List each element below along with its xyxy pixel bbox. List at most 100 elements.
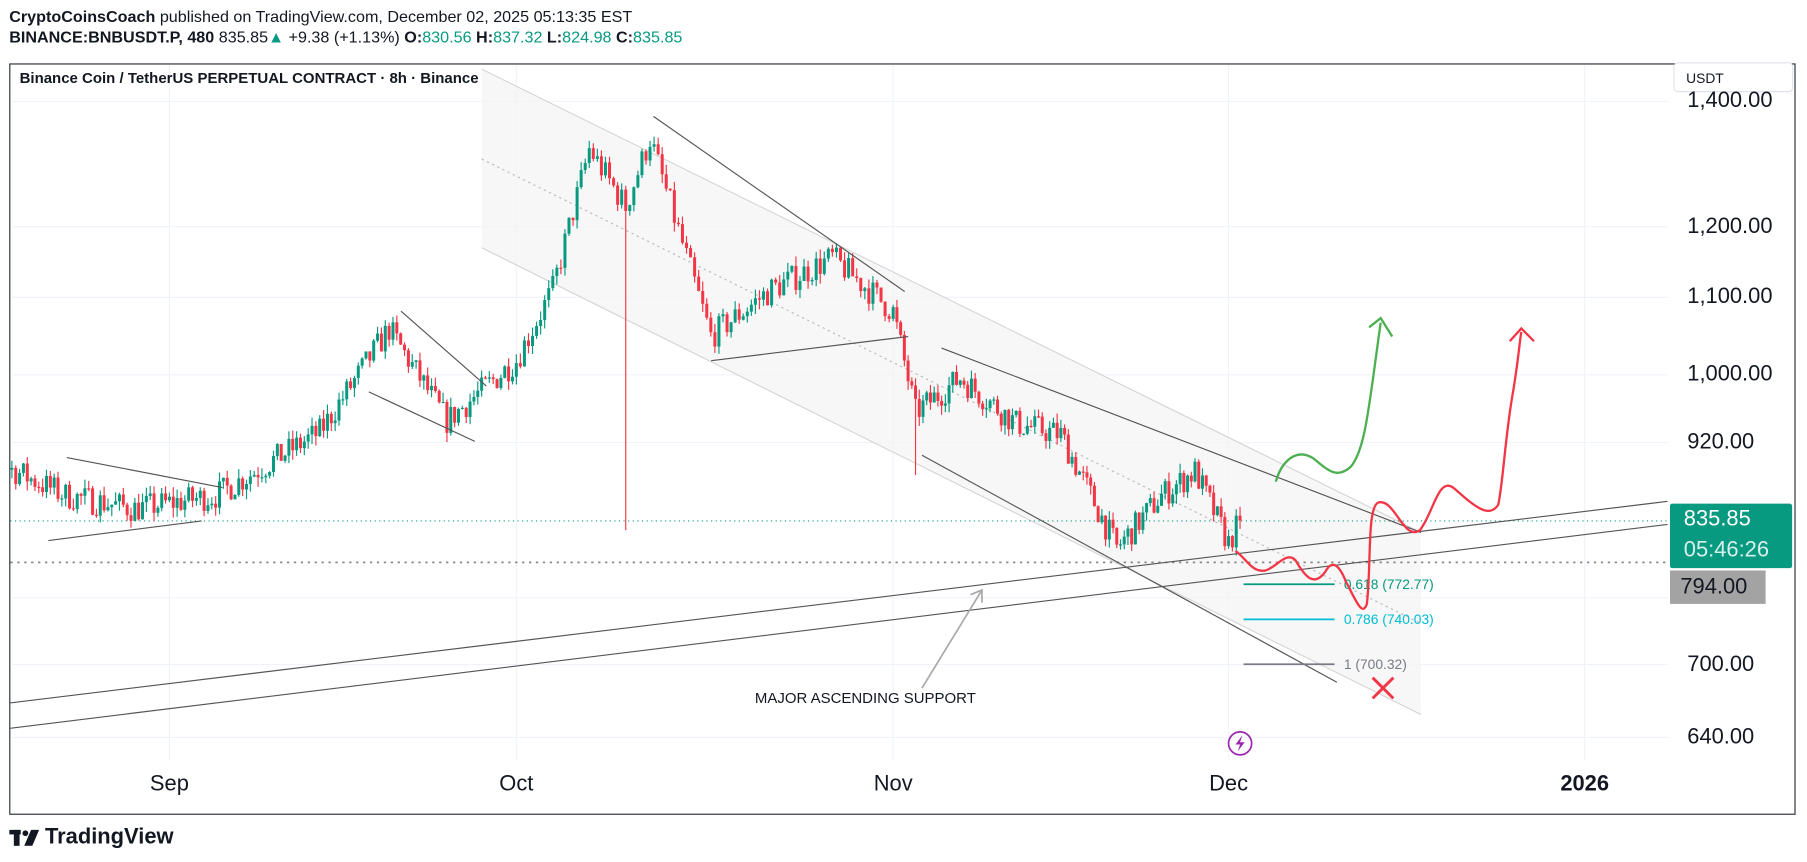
candle-body — [883, 301, 887, 317]
candle-body — [44, 475, 48, 492]
candle-body — [1048, 427, 1052, 441]
candle — [818, 249, 822, 284]
candle — [91, 485, 95, 516]
trendline[interactable] — [368, 391, 476, 442]
candle — [579, 162, 583, 190]
candle — [745, 307, 749, 323]
candle-body — [198, 490, 202, 499]
fib-level-label: 1 (700.32) — [1344, 656, 1407, 672]
price-tick: 920.00 — [1687, 429, 1755, 455]
open-value: 830.56 — [422, 27, 472, 47]
channel-upper-line[interactable] — [481, 68, 1422, 533]
candle — [364, 351, 368, 360]
candle-body — [794, 265, 798, 290]
candle — [41, 478, 45, 497]
candle — [1107, 511, 1111, 548]
trendline[interactable] — [653, 115, 906, 293]
time-tick: Nov — [873, 772, 913, 797]
candle — [887, 313, 891, 323]
tradingview-logo[interactable]: TradingView — [9, 825, 174, 850]
candle-body — [526, 340, 530, 346]
trendline[interactable] — [66, 456, 223, 489]
candle-body — [218, 481, 222, 508]
candle — [1163, 478, 1167, 500]
channel-lower-line[interactable] — [481, 247, 1422, 716]
fib-retracement[interactable]: 0.618 (772.77) 0.786 (740.03) 1 (700.32) — [1243, 576, 1434, 672]
candle-body — [567, 217, 571, 234]
candle-body — [624, 189, 628, 211]
candle — [697, 269, 701, 292]
candle — [29, 476, 33, 486]
candle — [1159, 484, 1163, 507]
candle — [685, 236, 689, 254]
candle-body — [160, 493, 164, 508]
candle-body — [733, 309, 737, 323]
price-tick: 1,400.00 — [1687, 88, 1773, 113]
candle-body — [287, 438, 291, 456]
candle — [325, 404, 329, 439]
candle — [689, 245, 693, 258]
ascending-support-lower[interactable] — [9, 523, 1668, 729]
candle — [125, 502, 129, 521]
candle — [620, 183, 624, 209]
candle-body — [981, 403, 985, 410]
candle — [721, 308, 725, 323]
candle — [453, 406, 457, 428]
trendline[interactable] — [921, 454, 1338, 683]
ascending-support-upper[interactable] — [9, 500, 1668, 704]
candle-body — [973, 378, 977, 392]
candle — [1025, 416, 1029, 436]
candle-body — [713, 332, 717, 347]
trendline[interactable] — [941, 347, 1422, 533]
lightning-icon[interactable] — [1227, 730, 1253, 756]
candle-body — [1100, 515, 1104, 523]
candle — [992, 396, 996, 405]
author[interactable]: CryptoCoinsCoach — [9, 6, 156, 26]
candle-body — [433, 385, 437, 391]
candle-body — [1145, 503, 1149, 513]
candle — [1007, 408, 1011, 437]
candle-body — [1212, 492, 1216, 516]
candle-body — [721, 314, 725, 317]
trendline[interactable] — [48, 520, 202, 542]
candle-body — [183, 500, 187, 510]
candle-body — [87, 488, 91, 490]
candle-body — [875, 282, 879, 288]
candle-body — [648, 146, 652, 161]
candle-body — [298, 437, 302, 449]
candle — [480, 370, 484, 397]
candle — [1208, 484, 1212, 498]
candle-body — [437, 390, 441, 403]
candle-body — [830, 248, 834, 253]
candle-body — [275, 443, 279, 457]
price-tick: 700.00 — [1687, 651, 1755, 677]
candle — [1145, 502, 1149, 521]
candle — [741, 313, 745, 321]
candle — [921, 394, 925, 424]
trendline[interactable] — [711, 335, 909, 362]
candle — [214, 496, 218, 516]
candle-body — [851, 258, 855, 277]
candle-body — [587, 148, 591, 164]
candle-body — [453, 406, 457, 423]
candle-body — [843, 260, 847, 278]
candle-body — [1126, 528, 1130, 537]
currency-button[interactable]: USDT — [1673, 62, 1794, 93]
candle-body — [10, 467, 14, 470]
time-tick: Oct — [499, 772, 534, 797]
candle-body — [60, 498, 64, 500]
candle-body — [757, 298, 761, 300]
trendline[interactable] — [400, 310, 487, 387]
candle-body — [595, 156, 599, 159]
candle-body — [372, 340, 376, 361]
candle — [713, 323, 717, 353]
fib-level-label: 0.618 (772.77) — [1344, 576, 1434, 592]
channel-mid-line[interactable] — [481, 158, 1422, 625]
candle-body — [3, 477, 6, 480]
candle — [1100, 509, 1104, 525]
candle — [399, 332, 403, 346]
candle-body — [14, 467, 18, 485]
candle — [376, 326, 380, 343]
candle-body — [129, 515, 133, 521]
